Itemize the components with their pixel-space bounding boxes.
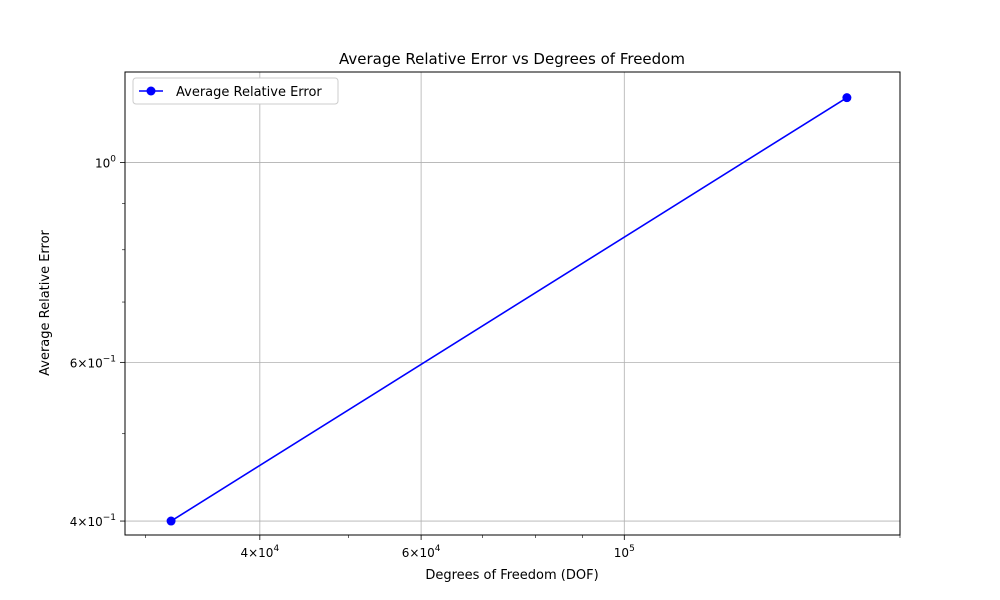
x-axis-label: Degrees of Freedom (DOF) bbox=[425, 568, 598, 583]
legend: Average Relative Error bbox=[133, 78, 338, 104]
plot-area bbox=[125, 72, 900, 535]
legend-marker-swatch bbox=[147, 87, 156, 96]
y-axis-label: Average Relative Error bbox=[38, 229, 53, 375]
data-point bbox=[842, 93, 851, 102]
data-point bbox=[167, 517, 176, 526]
legend-label: Average Relative Error bbox=[176, 85, 322, 100]
chart-title: Average Relative Error vs Degrees of Fre… bbox=[339, 50, 685, 68]
